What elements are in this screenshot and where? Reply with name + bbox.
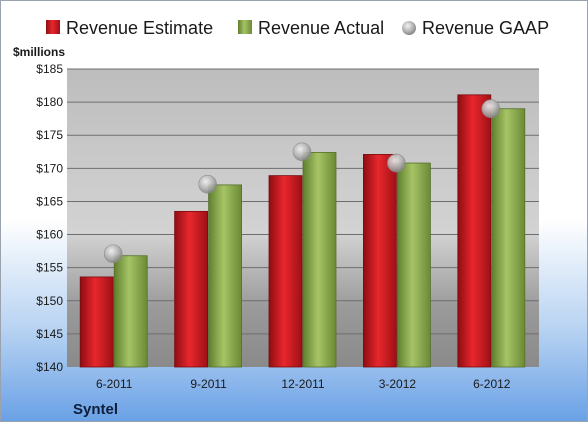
y-tick-label: $175 <box>36 128 63 142</box>
y-tick-label: $165 <box>36 194 63 208</box>
y-tick-label: $155 <box>36 261 63 275</box>
bar-revenue-estimate <box>79 276 114 368</box>
x-tick-label: 12-2011 <box>281 377 324 391</box>
marker-revenue-gaap <box>292 142 312 162</box>
bar-revenue-actual <box>491 108 526 368</box>
bar-revenue-actual <box>396 162 431 368</box>
y-axis-unit-label: $millions <box>13 45 65 59</box>
bar-revenue-estimate <box>268 175 303 368</box>
y-tick-label: $140 <box>36 360 63 374</box>
y-tick-label: $150 <box>36 294 63 308</box>
x-axis-ticks: 6-2011 9-2011 12-2011 3-2012 6-2012 <box>96 377 511 391</box>
bar-revenue-actual <box>113 255 148 368</box>
x-tick-label: 6-2012 <box>473 377 511 391</box>
y-tick-label: $145 <box>36 327 63 341</box>
marker-revenue-gaap <box>387 153 406 173</box>
gaap-markers <box>103 99 501 264</box>
y-tick-label: $180 <box>36 95 63 109</box>
marker-revenue-gaap <box>198 174 217 194</box>
legend-swatch-actual <box>238 20 252 34</box>
x-tick-label: 9-2011 <box>190 377 227 391</box>
legend-swatch-gaap <box>402 21 416 35</box>
bar-revenue-actual <box>302 152 337 368</box>
bars <box>79 94 526 368</box>
bar-revenue-actual <box>208 184 243 368</box>
bar-revenue-estimate <box>362 154 397 368</box>
bar-revenue-estimate <box>174 210 209 368</box>
y-tick-label: $160 <box>36 228 63 242</box>
legend-swatch-estimate <box>46 20 60 34</box>
y-tick-label: $170 <box>36 161 63 175</box>
y-axis-ticks: $140 $145 $150 $155 $160 $165 $170 $175 $180 $185 <box>36 62 63 374</box>
x-tick-label: 3-2012 <box>379 377 417 391</box>
marker-revenue-gaap <box>481 99 501 119</box>
bar-revenue-estimate <box>457 94 492 368</box>
marker-revenue-gaap <box>103 244 123 264</box>
y-tick-label: $185 <box>36 62 63 76</box>
x-tick-label: 6-2011 <box>96 377 133 391</box>
legend-label-actual: Revenue Actual <box>258 18 384 38</box>
company-name: Syntel <box>73 401 118 418</box>
legend-label-gaap: Revenue GAAP <box>422 18 549 38</box>
legend: Revenue Estimate Revenue Actual Revenue … <box>46 18 549 38</box>
legend-label-estimate: Revenue Estimate <box>66 18 213 38</box>
